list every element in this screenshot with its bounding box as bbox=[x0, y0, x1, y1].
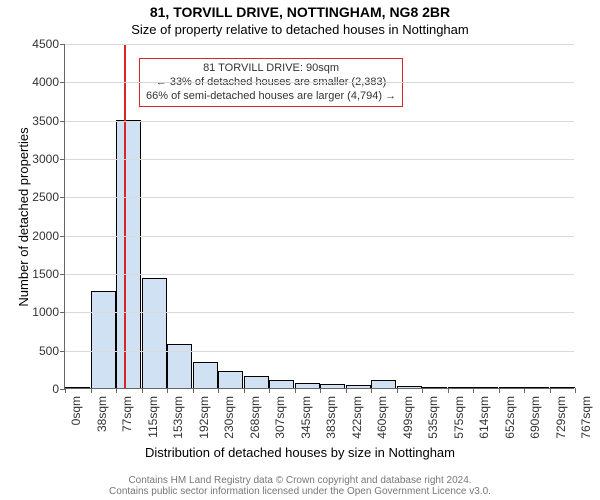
y-gridline bbox=[65, 197, 574, 198]
histogram-bar bbox=[91, 291, 116, 388]
histogram-bar bbox=[244, 376, 269, 388]
x-tick-label: 614sqm bbox=[477, 396, 491, 439]
histogram-bar bbox=[422, 387, 447, 388]
x-tick-mark bbox=[244, 388, 245, 393]
x-tick-mark bbox=[91, 388, 92, 393]
x-tick-label: 383sqm bbox=[324, 396, 338, 439]
x-tick-mark bbox=[499, 388, 500, 393]
footer: Contains HM Land Registry data © Crown c… bbox=[0, 475, 600, 497]
histogram-bar bbox=[142, 278, 167, 388]
y-axis-label: Number of detached properties bbox=[16, 127, 31, 306]
y-tick-label: 1000 bbox=[32, 305, 65, 319]
x-tick-mark bbox=[371, 388, 372, 393]
y-tick-label: 2500 bbox=[32, 190, 65, 204]
x-tick-label: 460sqm bbox=[375, 396, 389, 439]
histogram-bar bbox=[269, 380, 294, 388]
x-tick-mark bbox=[167, 388, 168, 393]
y-tick-label: 2000 bbox=[32, 229, 65, 243]
x-tick-label: 230sqm bbox=[222, 396, 236, 439]
histogram-bar bbox=[320, 384, 345, 388]
footer-line2: Contains public sector information licen… bbox=[0, 486, 600, 497]
reference-line bbox=[124, 44, 126, 388]
y-tick-label: 4000 bbox=[32, 75, 65, 89]
x-tick-mark bbox=[218, 388, 219, 393]
chart-container: 81, TORVILL DRIVE, NOTTINGHAM, NG8 2BR S… bbox=[0, 0, 600, 500]
y-gridline bbox=[65, 274, 574, 275]
x-tick-label: 345sqm bbox=[299, 396, 313, 439]
histogram-bar bbox=[371, 380, 396, 388]
x-tick-label: 268sqm bbox=[248, 396, 262, 439]
histogram-bar bbox=[295, 383, 320, 388]
x-tick-mark bbox=[320, 388, 321, 393]
histogram-bar bbox=[193, 362, 218, 388]
x-tick-label: 499sqm bbox=[401, 396, 415, 439]
x-tick-label: 767sqm bbox=[579, 396, 593, 439]
y-gridline bbox=[65, 82, 574, 83]
histogram-bar bbox=[65, 387, 90, 388]
x-tick-label: 307sqm bbox=[273, 396, 287, 439]
chart-title: 81, TORVILL DRIVE, NOTTINGHAM, NG8 2BR bbox=[0, 4, 600, 20]
x-tick-mark bbox=[269, 388, 270, 393]
x-tick-mark bbox=[65, 388, 66, 393]
x-tick-label: 652sqm bbox=[503, 396, 517, 439]
x-tick-mark bbox=[575, 388, 576, 393]
histogram-bar bbox=[524, 387, 549, 388]
x-tick-label: 422sqm bbox=[350, 396, 364, 439]
y-gridline bbox=[65, 351, 574, 352]
x-tick-mark bbox=[524, 388, 525, 393]
y-gridline bbox=[65, 312, 574, 313]
histogram-bar bbox=[473, 387, 498, 388]
x-tick-mark bbox=[295, 388, 296, 393]
x-tick-mark bbox=[116, 388, 117, 393]
x-tick-mark bbox=[142, 388, 143, 393]
y-tick-label: 1500 bbox=[32, 267, 65, 281]
x-tick-mark bbox=[550, 388, 551, 393]
y-tick-label: 3000 bbox=[32, 152, 65, 166]
x-tick-label: 38sqm bbox=[95, 396, 109, 432]
x-tick-mark bbox=[448, 388, 449, 393]
y-gridline bbox=[65, 236, 574, 237]
y-tick-label: 0 bbox=[52, 382, 65, 396]
x-tick-mark bbox=[473, 388, 474, 393]
y-gridline bbox=[65, 44, 574, 45]
histogram-bar bbox=[448, 387, 473, 388]
x-tick-mark bbox=[397, 388, 398, 393]
footer-line1: Contains HM Land Registry data © Crown c… bbox=[0, 475, 600, 486]
x-tick-label: 729sqm bbox=[554, 396, 568, 439]
y-gridline bbox=[65, 159, 574, 160]
x-tick-label: 535sqm bbox=[426, 396, 440, 439]
plot-area: 81 TORVILL DRIVE: 90sqm ← 33% of detache… bbox=[64, 44, 574, 389]
x-tick-label: 690sqm bbox=[528, 396, 542, 439]
annotation-line3: 66% of semi-detached houses are larger (… bbox=[146, 90, 396, 104]
annotation-line1: 81 TORVILL DRIVE: 90sqm bbox=[146, 62, 396, 76]
x-tick-mark bbox=[346, 388, 347, 393]
chart-subtitle: Size of property relative to detached ho… bbox=[0, 22, 600, 37]
histogram-bar bbox=[346, 385, 371, 388]
x-tick-label: 115sqm bbox=[146, 396, 160, 438]
x-tick-label: 575sqm bbox=[452, 396, 466, 439]
histogram-bar bbox=[397, 386, 422, 388]
y-gridline bbox=[65, 121, 574, 122]
x-tick-label: 0sqm bbox=[69, 396, 83, 425]
y-tick-label: 3500 bbox=[32, 114, 65, 128]
x-tick-mark bbox=[422, 388, 423, 393]
histogram-bar bbox=[550, 387, 575, 388]
y-tick-label: 4500 bbox=[32, 37, 65, 51]
x-axis-label: Distribution of detached houses by size … bbox=[0, 445, 600, 460]
histogram-bar bbox=[499, 387, 524, 388]
histogram-bar bbox=[218, 371, 243, 388]
x-tick-label: 77sqm bbox=[120, 396, 134, 432]
y-tick-label: 500 bbox=[39, 344, 65, 358]
x-tick-mark bbox=[193, 388, 194, 393]
x-tick-label: 153sqm bbox=[171, 396, 185, 439]
x-tick-label: 192sqm bbox=[197, 396, 211, 439]
